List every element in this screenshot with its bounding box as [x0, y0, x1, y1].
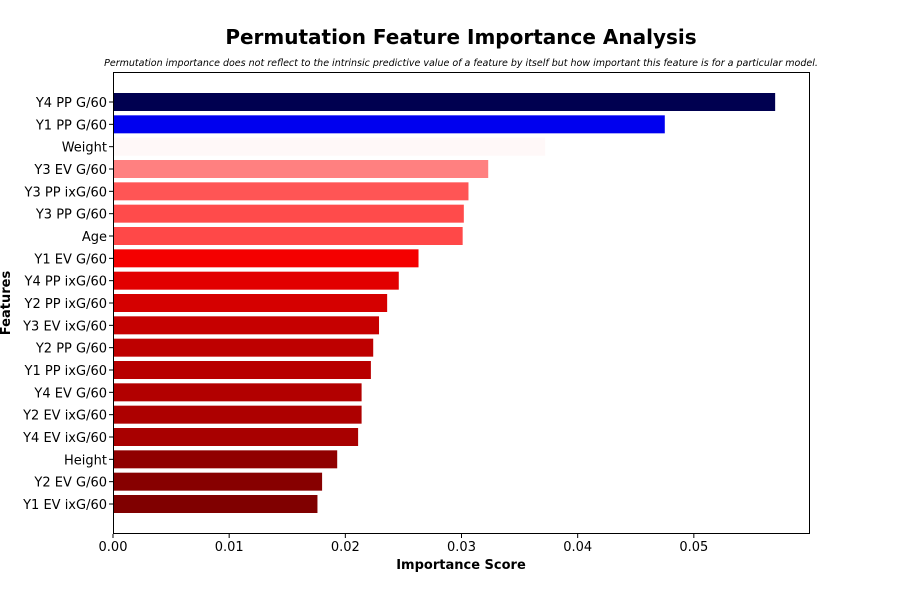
y-tick-label: Y2 PP ixG/60 — [24, 297, 107, 312]
bar-9 — [113, 294, 388, 312]
y-tick-label: Y1 PP G/60 — [35, 118, 107, 133]
y-tick-label: Y1 EV G/60 — [33, 252, 107, 267]
bar-10 — [113, 316, 380, 335]
x-tick-label: 0.02 — [331, 540, 360, 555]
y-tick-label: Y4 PP G/60 — [35, 96, 107, 111]
y-ticks-layer: Y4 PP G/60 Y1 PP G/60 Weight Y3 EV G/60 Y3 P… — [22, 96, 113, 513]
bar-17 — [113, 472, 323, 491]
bar-16 — [113, 450, 338, 469]
y-tick-label: Y3 EV G/60 — [33, 163, 107, 178]
bar-4 — [113, 182, 469, 201]
y-tick-label: Y4 EV ixG/60 — [22, 431, 107, 446]
bar-18 — [113, 495, 318, 513]
bar-6 — [113, 227, 463, 245]
x-axis-label: Importance Score — [396, 558, 526, 573]
y-tick-label: Y4 PP ixG/60 — [24, 275, 107, 290]
y-tick-label: Y2 PP G/60 — [35, 342, 107, 357]
x-tick-label: 0.04 — [563, 540, 592, 555]
bar-1 — [113, 115, 665, 134]
y-tick-label: Y1 EV ixG/60 — [22, 498, 107, 513]
y-tick-label: Y2 EV ixG/60 — [22, 409, 107, 424]
bar-8 — [113, 271, 399, 290]
bar-2 — [113, 137, 546, 156]
bar-14 — [113, 405, 362, 424]
bar-12 — [113, 361, 371, 379]
y-tick-label: Height — [64, 453, 107, 468]
chart-subtitle: Permutation importance does not reflect … — [104, 58, 818, 69]
bar-11 — [113, 338, 374, 357]
plot-frame — [113, 72, 810, 534]
y-tick-label: Y3 PP ixG/60 — [24, 185, 107, 200]
x-tick-label: 0.03 — [447, 540, 476, 555]
y-tick-label: Age — [82, 230, 107, 245]
y-tick-label: Y1 PP ixG/60 — [24, 364, 107, 379]
bar-5 — [113, 204, 464, 223]
y-tick-label: Weight — [62, 141, 107, 156]
x-tick-label: 0.01 — [215, 540, 244, 555]
y-axis-label: Features — [0, 271, 14, 336]
bar-13 — [113, 383, 362, 402]
bar-0 — [113, 93, 776, 111]
bar-15 — [113, 428, 359, 446]
chart-title: Permutation Feature Importance Analysis — [225, 25, 696, 49]
bar-7 — [113, 249, 419, 268]
bar-3 — [113, 160, 489, 178]
x-tick-label: 0.05 — [679, 540, 708, 555]
x-ticks-layer: 0.00 0.01 0.02 0.03 0.04 0.05 — [99, 534, 708, 555]
y-tick-label: Y3 PP G/60 — [35, 208, 107, 223]
bars-layer — [113, 93, 776, 513]
y-tick-label: Y4 EV G/60 — [33, 386, 107, 401]
y-tick-label: Y2 EV G/60 — [33, 476, 107, 491]
x-tick-label: 0.00 — [99, 540, 128, 555]
y-tick-label: Y3 EV ixG/60 — [22, 319, 107, 334]
